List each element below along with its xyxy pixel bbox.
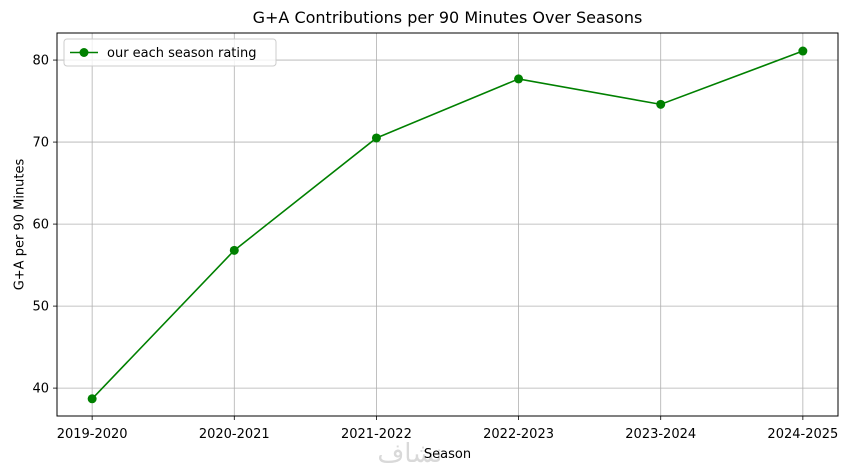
y-tick-label: 50 [32,300,49,315]
data-point [656,99,666,109]
x-tick-label: 2021-2022 [341,427,412,442]
x-axis-ticks: 2019-2020 2020-2021 2021-2022 2022-2023 2023… [57,416,838,442]
x-axis-label: Season [424,447,471,462]
y-tick-label: 60 [32,218,49,233]
y-axis-label: G+A per 90 Minutes [13,158,28,290]
y-axis-ticks: 40 50 60 70 80 [32,54,57,397]
y-tick-label: 80 [32,54,49,69]
data-point [229,245,239,255]
x-tick-label: 2023-2024 [625,427,696,442]
y-tick-label: 40 [32,382,49,397]
legend-marker-swatch [79,48,89,57]
grid-lines [57,33,838,416]
plot-frame [56,32,839,417]
chart-title: G+A Contributions per 90 Minutes Over Se… [253,8,643,27]
data-point [371,133,381,143]
watermark: نشاف [377,439,442,469]
series-layer [87,46,808,404]
series-line [91,50,804,400]
legend: our each season rating [63,38,277,67]
x-tick-label: 2024-2025 [767,427,838,442]
data-point [798,46,808,56]
x-tick-label: 2019-2020 [57,427,128,442]
x-tick-label: 2020-2021 [199,427,270,442]
legend-box [63,38,277,67]
x-tick-label: 2022-2023 [483,427,554,442]
data-point [514,74,524,84]
data-point [87,394,97,404]
y-tick-label: 70 [32,136,49,151]
legend-entry: our each season rating [107,46,257,61]
